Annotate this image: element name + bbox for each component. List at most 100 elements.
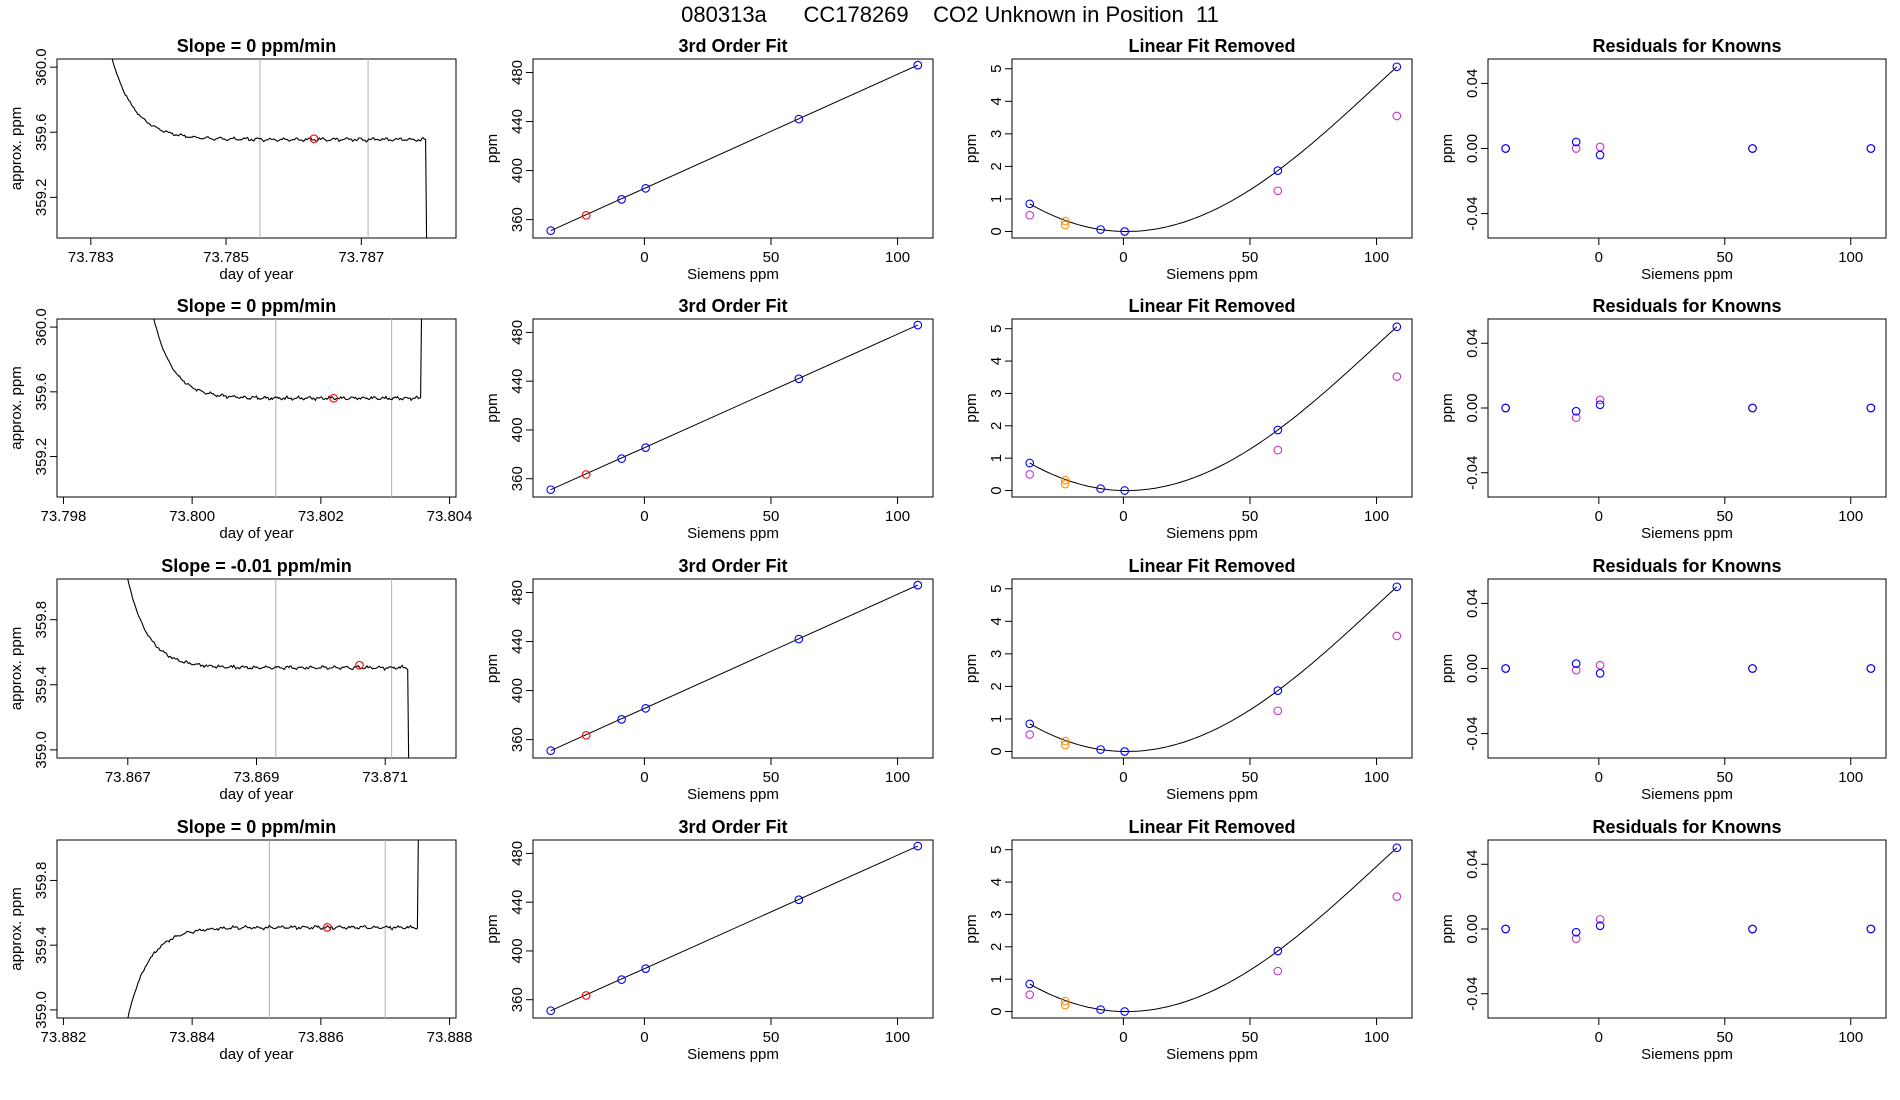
plot-area	[1501, 914, 1876, 944]
x-tick-label: 0	[640, 769, 648, 786]
x-tick-label: 0	[1595, 508, 1603, 525]
blue-point	[641, 964, 651, 973]
blue-point	[1501, 403, 1510, 413]
x-tick-label: 100	[1364, 508, 1389, 525]
x-tick-label: 100	[1838, 249, 1863, 266]
y-tick-label: 3	[988, 910, 1005, 918]
x-tick-label: 0	[1595, 249, 1603, 266]
fit-curve	[1029, 847, 1398, 1012]
y-tick-label: 4	[988, 97, 1005, 105]
y-tick-label: 1	[988, 715, 1005, 723]
orange-point	[1060, 996, 1070, 1006]
violet-point	[1571, 144, 1581, 153]
y-tick-label: 0.00	[1464, 134, 1481, 163]
y-tick-label: -0.04	[1464, 716, 1481, 750]
x-tick-label: 73.802	[298, 508, 344, 525]
x-axis-label: Siemens ppm	[687, 266, 779, 283]
violet-point	[1025, 990, 1035, 1000]
orange-point	[1060, 736, 1070, 746]
blue-point	[1866, 403, 1876, 413]
blue-point	[913, 60, 923, 70]
blue-point	[1025, 979, 1035, 989]
plot-frame	[1487, 839, 1887, 1019]
violet-point	[1595, 395, 1605, 405]
x-axis-label: day of year	[219, 1046, 293, 1063]
blue-point	[1273, 686, 1283, 695]
x-tick-label: 73.884	[169, 1029, 215, 1046]
trace-line	[111, 59, 428, 238]
violet-point	[1392, 631, 1402, 641]
x-tick-label: 0	[640, 508, 648, 525]
y-tick-label: 359.2	[33, 438, 50, 476]
y-tick-label: 0.00	[1464, 393, 1481, 422]
x-axis-label: Siemens ppm	[1166, 1046, 1258, 1063]
blue-point	[1025, 719, 1035, 729]
y-axis-label: ppm	[963, 134, 980, 163]
blue-point	[1273, 166, 1283, 175]
fit-curve	[1029, 586, 1398, 752]
blue-point	[1392, 582, 1402, 592]
y-tick-label: 5	[988, 846, 1005, 854]
plot-frame	[1487, 318, 1887, 498]
y-tick-label: -0.04	[1464, 977, 1481, 1011]
blue-point	[1571, 137, 1581, 147]
plot-area	[1501, 395, 1876, 423]
panel-14: Residuals for Knowns 0 50 100 -0.04 0.00 0.04 S…	[1439, 296, 1887, 542]
y-tick-label: 359.8	[33, 601, 50, 639]
violet-point	[1392, 111, 1402, 121]
orange-point	[1060, 740, 1070, 750]
x-tick-label: 100	[1364, 1029, 1389, 1046]
violet-point	[1273, 445, 1283, 455]
plot-frame	[1011, 578, 1413, 759]
panel-15: Residuals for Knowns 0 50 100 -0.04 0.00 0.04 S…	[1439, 556, 1887, 803]
y-tick-label: 440	[509, 369, 526, 394]
blue-point	[913, 320, 923, 330]
x-tick-label: 73.785	[203, 249, 249, 266]
panel-title: Residuals for Knowns	[1592, 36, 1781, 56]
x-tick-label: 50	[763, 769, 780, 786]
blue-point	[1025, 199, 1035, 209]
x-tick-label: 73.886	[298, 1029, 344, 1046]
blue-point	[1392, 322, 1402, 332]
plot-area	[546, 841, 923, 1016]
plot-frame	[532, 839, 934, 1019]
plot-area	[546, 320, 923, 495]
blue-point	[617, 195, 626, 204]
violet-point	[1571, 934, 1581, 944]
x-tick-label: 100	[1838, 1029, 1863, 1046]
plot-frame	[1011, 58, 1413, 239]
y-axis-label: ppm	[484, 393, 501, 422]
blue-point	[617, 715, 626, 724]
blue-point	[1096, 225, 1105, 234]
panel-11: Linear Fit Removed 0 50 100 0 1 2 3 4 5 Siemens pp…	[963, 556, 1413, 803]
x-tick-label: 0	[1595, 769, 1603, 786]
x-axis-label: Siemens ppm	[687, 525, 779, 542]
x-axis-label: day of year	[219, 525, 293, 542]
plot-area	[111, 59, 428, 238]
panel-title: Residuals for Knowns	[1592, 556, 1781, 576]
y-tick-label: 5	[988, 585, 1005, 593]
y-tick-label: 360	[509, 987, 526, 1012]
blue-point	[641, 183, 651, 193]
figure-title: 080313a CC178269 CO2 Unknown in Position…	[681, 2, 1219, 27]
y-tick-label: 360	[509, 727, 526, 752]
x-tick-label: 50	[1242, 508, 1259, 525]
x-tick-label: 50	[763, 249, 780, 266]
plot-area	[1025, 322, 1402, 495]
plot-frame	[1011, 318, 1413, 498]
y-tick-label: 4	[988, 617, 1005, 625]
blue-point	[1748, 664, 1757, 673]
blue-point	[1866, 924, 1876, 934]
y-tick-label: 5	[988, 65, 1005, 73]
panel-title: Residuals for Knowns	[1592, 296, 1781, 316]
blue-point	[1096, 1005, 1105, 1014]
y-axis-label: ppm	[963, 393, 980, 422]
blue-point	[1571, 406, 1581, 416]
x-tick-label: 73.798	[40, 508, 86, 525]
violet-point	[1025, 210, 1035, 220]
x-axis-label: Siemens ppm	[1166, 266, 1258, 283]
y-tick-label: 360	[509, 207, 526, 232]
x-tick-label: 100	[1364, 769, 1389, 786]
panel-title: 3rd Order Fit	[678, 556, 787, 576]
